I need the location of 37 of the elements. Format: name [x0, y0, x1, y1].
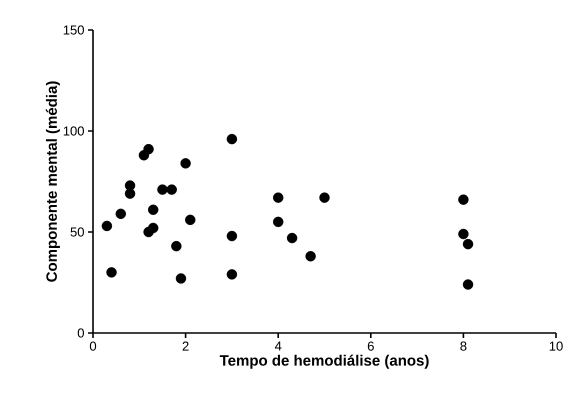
point: [148, 204, 158, 215]
point: [157, 184, 168, 195]
point: [462, 238, 474, 250]
point: [166, 184, 177, 195]
point: [180, 158, 191, 169]
y-axis-title: Componente mental (média): [46, 81, 60, 282]
point: [286, 232, 298, 244]
y-tick-label: 0: [78, 328, 84, 338]
point: [226, 230, 238, 242]
point: [458, 228, 469, 240]
y-tick-label: 150: [64, 25, 84, 35]
point: [305, 251, 316, 262]
point: [226, 134, 238, 144]
point: [458, 194, 469, 205]
point: [143, 144, 154, 154]
x-tick-label: 2: [182, 342, 189, 351]
point: [176, 273, 186, 284]
point: [116, 208, 126, 220]
point: [462, 279, 474, 290]
y-tick-label: 50: [70, 227, 84, 237]
y-tick-label: 100: [64, 126, 84, 136]
x-axis-title: Tempo de hemodiálise (anos): [220, 354, 429, 369]
point: [124, 188, 136, 199]
point: [273, 192, 284, 203]
point: [148, 222, 158, 234]
point: [319, 192, 330, 203]
x-tick-label: 6: [368, 342, 374, 351]
point: [185, 214, 196, 226]
x-tick-label: 4: [274, 342, 282, 350]
point: [102, 220, 112, 232]
x-tick-label: 0: [90, 342, 96, 351]
point: [171, 240, 182, 252]
x-tick-label: 8: [460, 342, 466, 351]
x-tick-label: 10: [550, 342, 563, 351]
point: [273, 216, 284, 228]
point: [106, 267, 117, 278]
point: [226, 269, 238, 280]
